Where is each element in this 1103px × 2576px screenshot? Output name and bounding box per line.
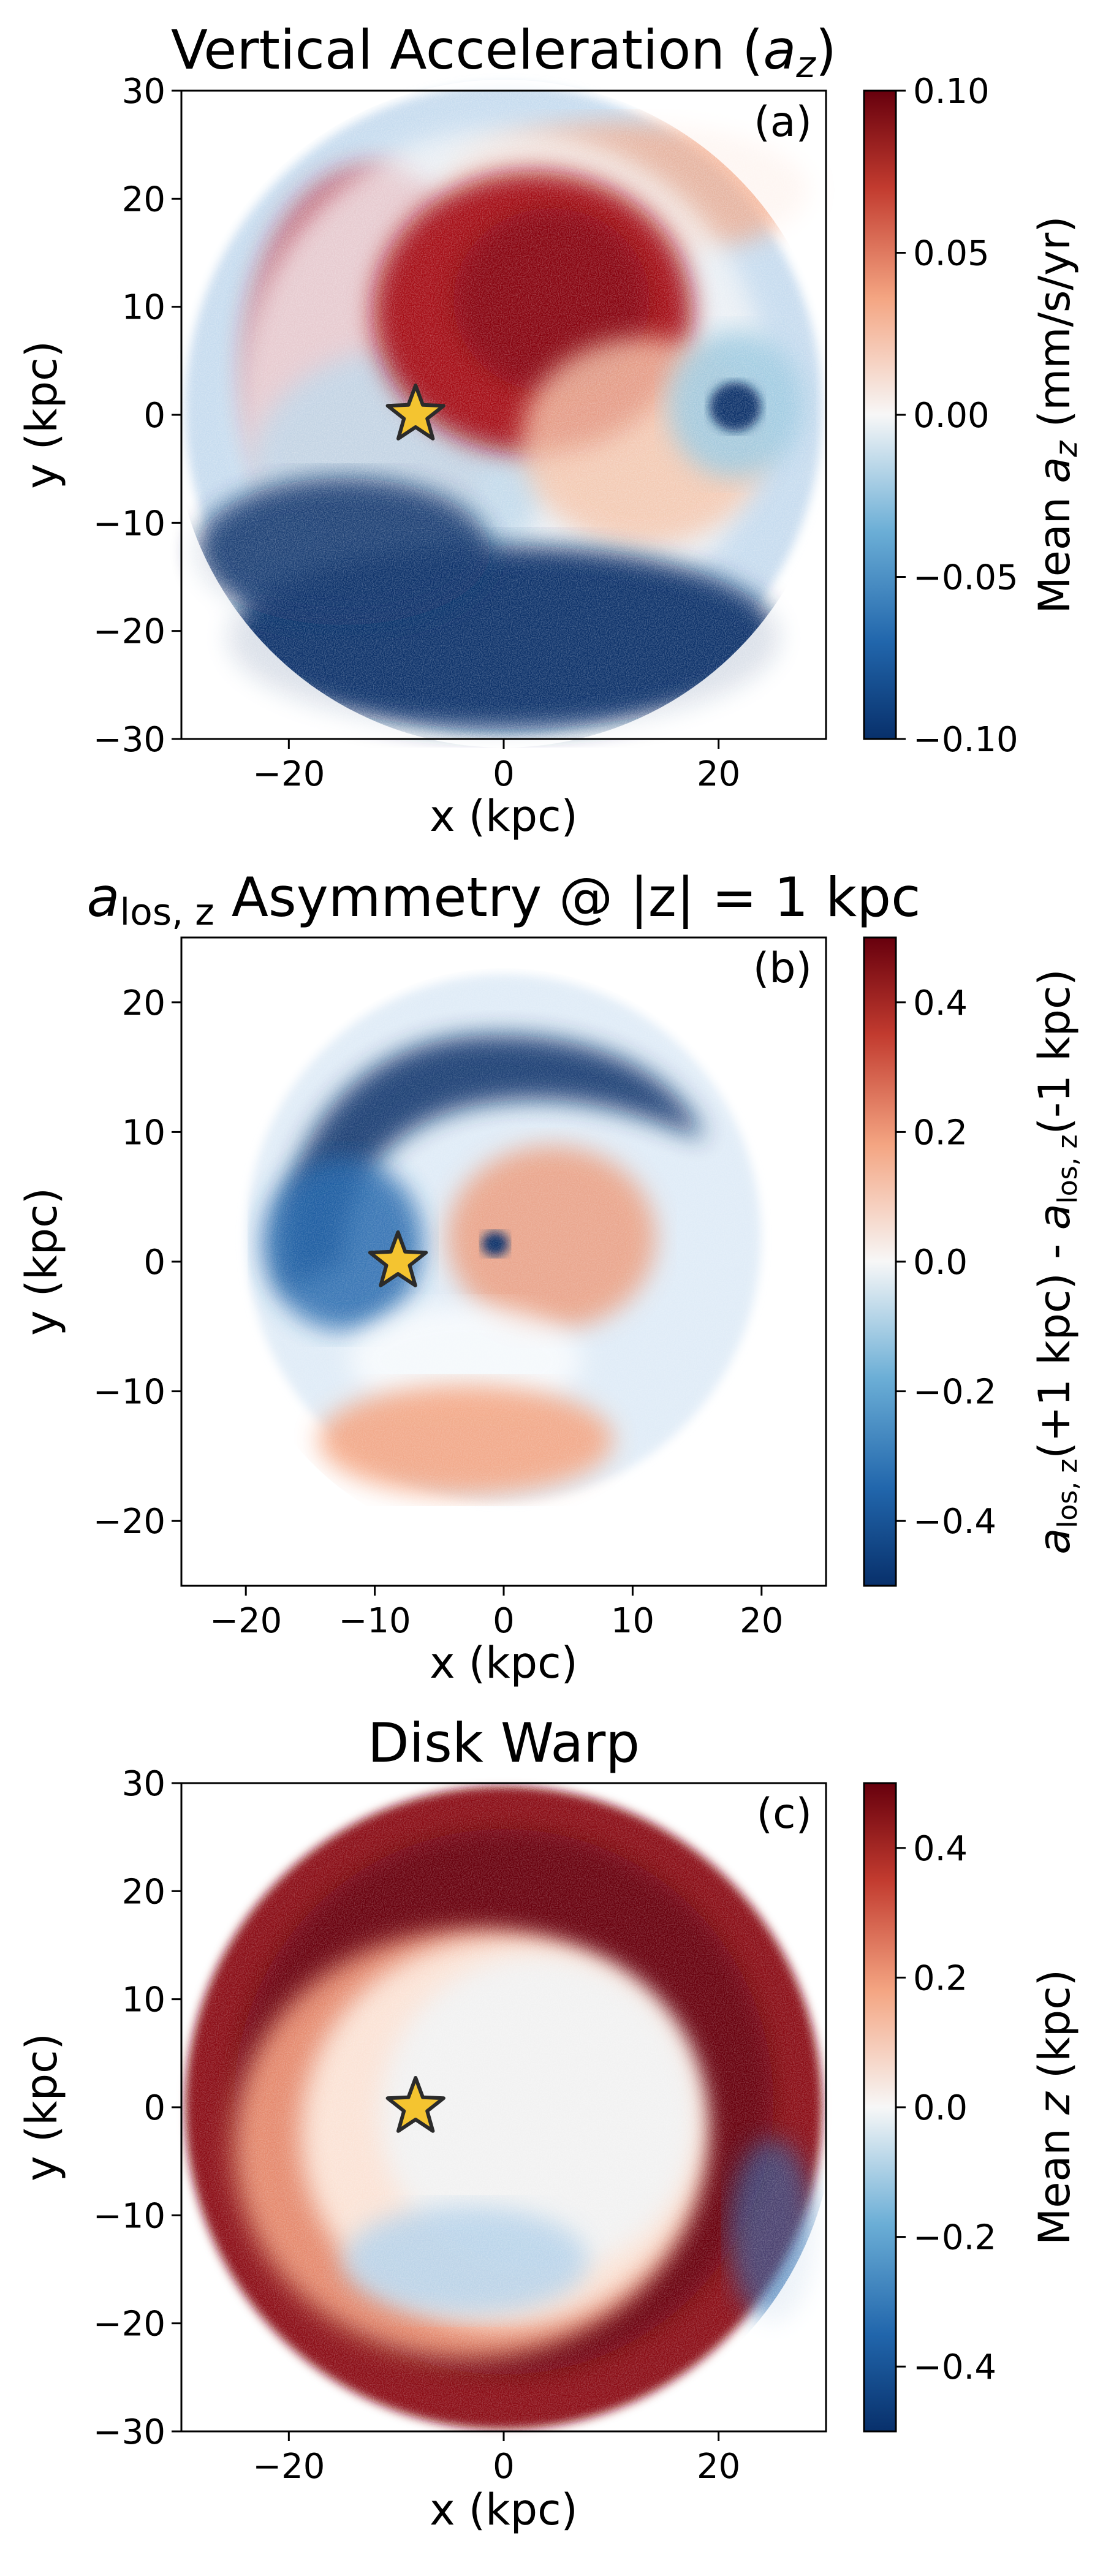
y-tick-label: 20 (122, 1872, 165, 1912)
y-tick-label: 30 (122, 72, 165, 112)
panel-b-ylabel: y (kpc) (17, 1188, 67, 1336)
colorbar-tick-label: 0.10 (913, 72, 990, 112)
x-tick-label: 0 (493, 1601, 515, 1641)
panel-b-tag: (b) (753, 944, 812, 993)
panel-a: Vertical Acceleration (az) −20 0 20−30−20−… (17, 18, 1084, 841)
colorbar-tick-label: −0.05 (913, 558, 1018, 598)
panel-c: Disk Warp −20 0 20 −30 −20 −10 0 10 20 30 (c) x (… (17, 1711, 1080, 2535)
x-tick-label: −20 (210, 1601, 282, 1641)
panel-c-heatmap (173, 1774, 835, 2442)
y-tick-label: 30 (122, 1764, 165, 1804)
y-tick-label: −10 (93, 504, 165, 544)
panel-b-heatmap (181, 938, 826, 1586)
panel-c-ylabel: y (kpc) (17, 2033, 67, 2181)
colorbar-tick-label: 0.0 (913, 2088, 968, 2128)
panel-c-tag: (c) (757, 1790, 812, 1838)
colorbar-tick-label: 0.4 (913, 1829, 968, 1869)
x-tick-label: 20 (740, 1601, 783, 1641)
panel-c-axes: −20 0 20 −30 −20 −10 0 10 20 30 (93, 1764, 740, 2487)
panel-c-colorbar-label: Mean z (kpc) (1029, 1969, 1080, 2245)
panel-a-heatmap (173, 80, 835, 748)
x-tick-label: −10 (339, 1601, 411, 1641)
panel-b-colorbar-label: alos, z(+1 kpc) - alos, z(-1 kpc) (1029, 969, 1083, 1555)
colorbar-tick-label: −0.2 (913, 1373, 996, 1412)
y-tick-label: −10 (93, 2196, 165, 2236)
y-tick-label: −20 (93, 1502, 165, 1542)
y-tick-label: 20 (122, 180, 165, 219)
colorbar-tick-label: 0.0 (913, 1243, 968, 1282)
y-tick-label: 0 (143, 1243, 165, 1282)
panel-b-axes: −20 −10 0 10 20 −20 −10 0 10 20 (93, 983, 784, 1641)
colorbar-tick-label: 0.2 (913, 1958, 968, 1998)
y-tick-label: −30 (93, 2412, 165, 2452)
y-tick-label: −10 (93, 1373, 165, 1412)
panel-b-title: alos, z Asymmetry @ |z| = 1 kpc (87, 866, 921, 934)
panel-b-xlabel: x (kpc) (430, 1638, 578, 1688)
panel-c-xlabel: x (kpc) (430, 2485, 578, 2535)
panel-a-axes: −20 0 20 −30 −20 −10 0 10 20 30 (93, 72, 740, 794)
x-tick-label: 0 (493, 754, 515, 794)
y-tick-label: 10 (122, 1113, 165, 1153)
colorbar-tick-label: 0.00 (913, 396, 990, 436)
panel-a-colorbar-gradient (863, 89, 897, 740)
x-tick-label: 10 (611, 1601, 654, 1641)
x-tick-label: 0 (493, 2447, 515, 2487)
y-tick-label: −20 (93, 2305, 165, 2344)
y-tick-label: 0 (143, 2088, 165, 2128)
panel-b-colorbar-gradient (863, 936, 897, 1587)
y-tick-label: 20 (122, 983, 165, 1023)
panel-a-colorbar: −0.10 −0.05 0.00 0.05 0.10 (863, 72, 1018, 760)
colorbar-tick-label: 0.05 (913, 234, 990, 274)
panel-a-tag: (a) (754, 98, 812, 146)
panel-b-colorbar: −0.4 −0.2 0.0 0.2 0.4 (863, 936, 996, 1587)
y-tick-label: 0 (143, 396, 165, 436)
panel-a-ylabel: y (kpc) (17, 341, 67, 489)
sun-star-icon (385, 384, 445, 441)
panel-c-colorbar-gradient (863, 1782, 897, 2433)
x-tick-label: −20 (252, 2447, 325, 2487)
y-tick-label: −30 (93, 720, 165, 760)
colorbar-tick-label: −0.4 (913, 1502, 996, 1542)
sun-star-icon (385, 2076, 445, 2133)
panel-a-xlabel: x (kpc) (430, 791, 578, 841)
sun-star-icon (368, 1230, 428, 1287)
colorbar-tick-label: −0.2 (913, 2218, 996, 2258)
panel-a-title: Vertical Acceleration (az) (171, 18, 836, 86)
y-tick-label: −20 (93, 612, 165, 652)
colorbar-tick-label: 0.4 (913, 983, 968, 1023)
colorbar-tick-label: 0.2 (913, 1113, 968, 1153)
colorbar-tick-label: −0.4 (913, 2347, 996, 2387)
colorbar-tick-label: −0.10 (913, 720, 1018, 760)
x-tick-label: 20 (697, 754, 740, 794)
panel-a-colorbar-label: Mean az (mm/s/yr) (1029, 216, 1084, 613)
x-tick-label: −20 (252, 754, 325, 794)
y-tick-label: 10 (122, 1980, 165, 2020)
panel-c-title: Disk Warp (368, 1711, 640, 1775)
x-tick-label: 20 (697, 2447, 740, 2487)
panel-b: alos, z Asymmetry @ |z| = 1 kpc −20 −10 0 1… (17, 866, 1083, 1688)
y-tick-label: 10 (122, 288, 165, 328)
panel-c-colorbar: −0.4 −0.2 0.0 0.2 0.4 (863, 1782, 996, 2433)
